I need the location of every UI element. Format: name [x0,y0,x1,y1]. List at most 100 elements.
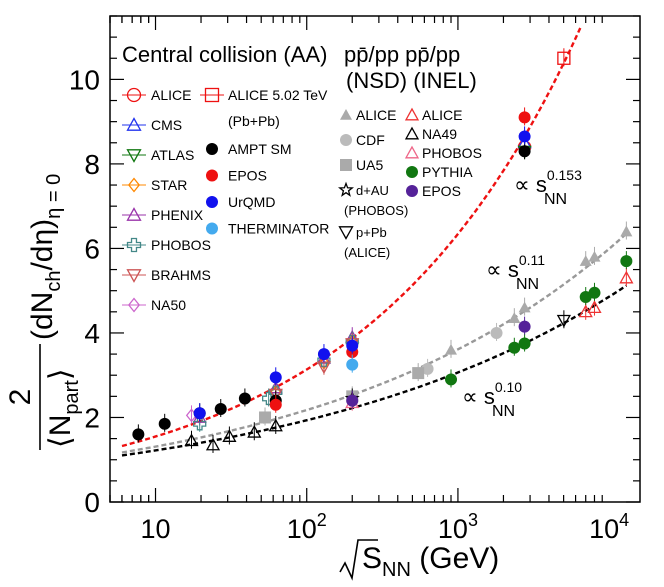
legend-marker [338,181,354,197]
legend-label: NA50 [151,297,186,313]
series-pp-nsd-cdf [421,322,503,377]
legend-entry-mc-ampt-sm: AMPT SM [206,141,292,157]
legend-entry-nsd-ua5: UA5 [340,157,383,173]
fit-annotation-exponent: 0.10 [495,379,522,395]
data-point [268,418,283,432]
data-point [346,358,359,371]
legend-marker [126,207,142,221]
legend-title-pp: pp̄/pp pp̄/pp [344,42,460,67]
x-tick-label-text: 102 [287,510,327,544]
legend-entry-atlas: ATLAS [122,147,194,163]
legend-label: BRAHMS [151,267,211,283]
data-point [238,392,251,405]
legend-entry-na50: NA50 [122,297,186,313]
series-pa-p-pb [556,310,571,329]
y-main-deta: /dη) [26,219,59,271]
data-point [184,433,199,447]
legend-entry-mc-urqmd: UrQMD [206,194,275,210]
legend-marker [126,149,142,163]
data-point [518,130,531,143]
legend-marker [206,143,218,155]
legend-marker [126,237,142,253]
data-point [620,255,633,268]
legend-entry-inel-epos: EPOS [406,183,461,199]
fit-annotation-sub: NN [516,276,539,293]
data-point [518,320,531,333]
y-axis-label-denominator-sub: part [61,380,83,415]
legend-entry-inel-alice: ALICE [404,107,462,123]
data-points [132,48,634,453]
x-tick-label: 103 [438,510,478,544]
legend-marker [206,169,218,182]
data-point [269,398,282,411]
y-axis-label: 2 ⟨Npart⟩ (dNch/dη)η = 0 [4,174,83,450]
legend-marker [127,297,141,313]
data-point [346,339,359,352]
legend-label: ALICE 5.02 TeV [228,87,328,103]
legend-entry-inel-phobos: PHOBOS [404,145,482,161]
series-aa-brahms [268,333,360,403]
legend-entry-brahms: BRAHMS [122,267,211,283]
data-point [222,429,237,442]
legend-entry-pa-d-au: d+AU (PHOBOS) [338,181,408,218]
x-axis-label: SNN (GeV) [339,539,499,581]
legend-label: p+Pb [356,225,387,240]
legend-marker [340,109,352,120]
series-aa-alice-5-02-tev [557,48,571,67]
legend-entry-phenix: PHENIX [122,207,204,223]
data-point [247,424,262,438]
data-point [158,417,171,430]
legend-marker [338,226,354,240]
data-point [412,367,425,380]
legend-marker [126,269,142,283]
legend-label: CDF [356,132,385,148]
legend-label: STAR [151,177,187,193]
y-tick-label: 10 [69,64,100,95]
data-point [132,428,145,441]
legend-label: PHOBOS [422,145,482,161]
legend-marker [206,196,218,208]
legend-label: ALICE [356,107,396,123]
data-point [346,394,359,407]
y-axis-label-denominator-close: ⟩ [44,368,77,380]
fit-annotation-0-153: ∝ s0.153 NN [514,167,582,208]
y-tick-label: 4 [84,318,100,349]
fit-curve-0-11 [121,232,628,454]
y-tick-label: 6 [84,233,100,264]
legend-marker [127,177,141,193]
legend-entry-phobos: PHOBOS [122,237,211,253]
legend-marker [340,159,352,171]
series-pp-inel-epos [346,316,531,409]
y-tick-label: 0 [84,487,100,518]
legend-entry-cms: CMS [122,117,182,133]
legend-label-2: (ALICE) [344,245,390,260]
series-pp-nsd-ua5 [259,363,425,426]
data-point [193,417,207,431]
data-point [259,411,272,424]
legend-label: NA49 [422,126,457,142]
legend-entry-star: STAR [122,177,187,193]
legend-marker [206,222,218,235]
legend-label: EPOS [228,168,267,184]
data-point [508,341,521,354]
legend-label: EPOS [422,183,461,199]
x-tick-label-text: 10 [140,514,170,544]
data-point [193,407,206,420]
plot-frame [109,15,641,503]
legend-label: d+AU [356,183,389,198]
legend-title-nsd-inel: (NSD) (INEL) [346,68,477,93]
y-axis-label-main: (dNch/dη)η = 0 [26,174,65,340]
legend-label-2: (PHOBOS) [344,203,408,218]
legend-label-2: (Pb+Pb) [228,113,280,129]
x-tick-label-text: 104 [589,510,629,544]
data-point [518,145,531,158]
x-tick-label: 10 [140,514,170,544]
legend: Central collision (AA) pp̄/pp pp̄/pp(NSD)… [122,42,482,313]
data-point [269,371,282,384]
fit-annotation-exponent: 0.153 [547,167,582,183]
legend-entry-mc-therminator: THERMINATOR [206,221,329,237]
legend-label: PHOBOS [151,237,211,253]
